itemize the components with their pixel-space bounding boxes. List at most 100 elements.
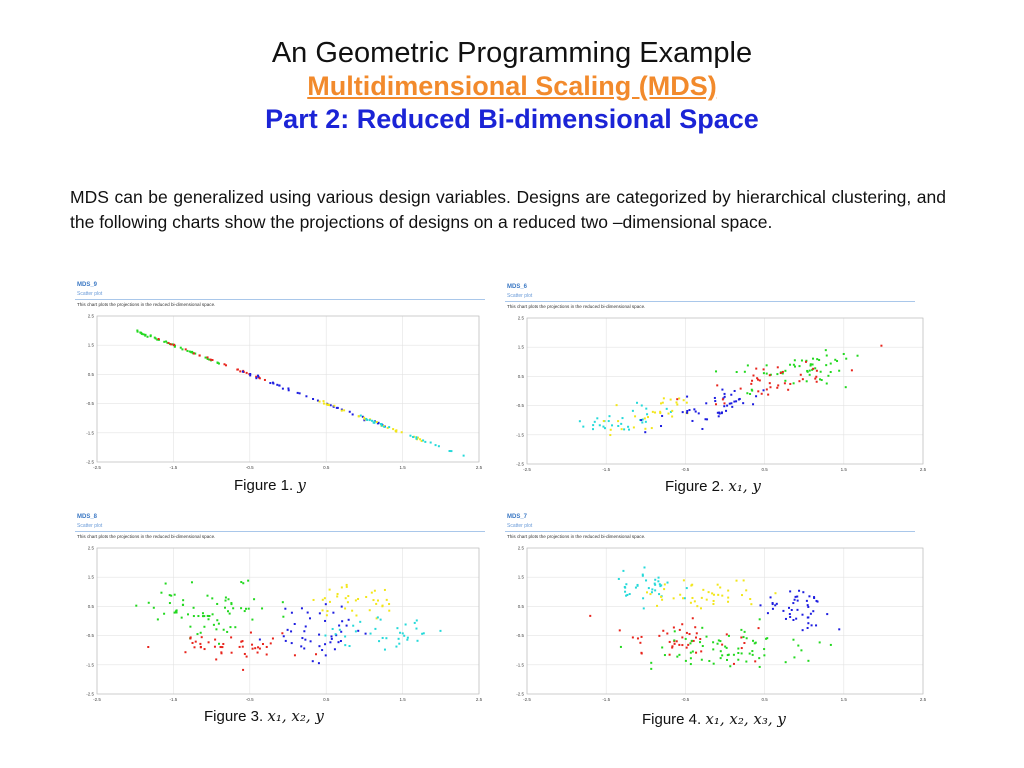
data-point: [790, 609, 793, 612]
data-point: [717, 639, 720, 642]
data-point: [194, 640, 197, 643]
data-point: [241, 645, 244, 648]
data-point: [230, 602, 233, 605]
data-point: [666, 632, 669, 635]
data-point: [300, 645, 303, 648]
data-point: [792, 363, 795, 366]
data-point: [732, 653, 735, 656]
data-point: [725, 633, 728, 636]
panel-title: MDS_8: [77, 514, 98, 520]
data-point: [197, 615, 200, 618]
data-point: [232, 607, 235, 610]
data-point: [813, 597, 816, 600]
data-point: [149, 334, 152, 337]
data-point: [690, 584, 693, 587]
data-point: [799, 373, 802, 376]
data-point: [212, 623, 215, 626]
data-point: [193, 646, 196, 649]
data-point: [658, 634, 661, 637]
series-cluster-yellow: [602, 397, 689, 437]
data-point: [399, 631, 402, 634]
data-point: [628, 593, 631, 596]
data-point: [368, 609, 371, 612]
data-point: [806, 370, 809, 373]
data-point: [678, 397, 681, 400]
data-point: [226, 610, 229, 613]
data-point: [730, 402, 733, 405]
data-point: [686, 409, 689, 412]
data-point: [381, 636, 384, 639]
data-point: [142, 333, 145, 336]
data-point: [241, 370, 244, 373]
data-point: [208, 358, 211, 361]
data-point: [658, 593, 661, 596]
data-point: [631, 409, 634, 412]
figure-4-caption: Figure 4. x₁, x₂, x₃, y: [642, 710, 786, 728]
data-point: [182, 599, 185, 602]
data-point: [806, 604, 809, 607]
series-cluster-green: [136, 329, 220, 365]
data-point: [359, 620, 362, 623]
y-tick-label: 2.5: [518, 546, 525, 551]
data-point: [251, 647, 254, 650]
data-point: [627, 425, 630, 428]
data-point: [706, 418, 709, 421]
series-cluster-cyan: [578, 401, 672, 431]
data-point: [712, 599, 715, 602]
data-point: [383, 648, 386, 651]
data-point: [255, 375, 258, 378]
data-point: [668, 640, 671, 643]
data-point: [228, 612, 231, 615]
chart-panel-mds9: MDS_9 Scatter plot This chart plots the …: [75, 282, 485, 478]
data-point: [825, 354, 828, 357]
data-point: [422, 632, 425, 635]
data-point: [368, 419, 371, 422]
data-point: [269, 382, 272, 385]
data-point: [592, 428, 595, 431]
data-point: [654, 578, 657, 581]
data-point: [602, 425, 605, 428]
data-point: [343, 409, 346, 412]
data-point: [788, 613, 791, 616]
data-point: [762, 389, 765, 392]
data-point: [375, 602, 378, 605]
data-point: [768, 382, 771, 385]
data-point: [793, 598, 796, 601]
data-point: [798, 589, 801, 592]
data-point: [719, 650, 722, 653]
data-point: [395, 645, 398, 648]
data-point: [784, 369, 787, 372]
slide-subtitle-mds[interactable]: Multidimensional Scaling (MDS): [307, 71, 717, 101]
data-point: [240, 581, 243, 584]
data-point: [249, 374, 252, 377]
data-point: [261, 643, 264, 646]
data-point: [838, 369, 841, 372]
data-point: [815, 375, 818, 378]
data-point: [700, 596, 703, 599]
data-point: [712, 603, 715, 606]
data-point: [381, 605, 384, 608]
data-point: [689, 601, 692, 604]
data-point: [216, 619, 219, 622]
data-point: [379, 618, 382, 621]
data-point: [641, 574, 644, 577]
data-point: [634, 586, 637, 589]
data-point: [596, 417, 599, 420]
data-point: [325, 614, 328, 617]
data-point: [714, 400, 717, 403]
data-point: [675, 401, 678, 404]
data-point: [682, 597, 685, 600]
data-point: [305, 395, 308, 398]
y-tick-label: 0.5: [518, 374, 525, 379]
data-point: [812, 610, 815, 613]
data-point: [429, 441, 432, 444]
data-point: [699, 607, 702, 610]
data-point: [740, 636, 743, 639]
data-point: [684, 637, 687, 640]
data-point: [700, 658, 703, 661]
data-point: [739, 387, 742, 390]
data-point: [293, 654, 296, 657]
data-point: [372, 599, 375, 602]
panel-description: This chart plots the projections in the …: [77, 534, 216, 539]
data-point: [782, 609, 785, 612]
